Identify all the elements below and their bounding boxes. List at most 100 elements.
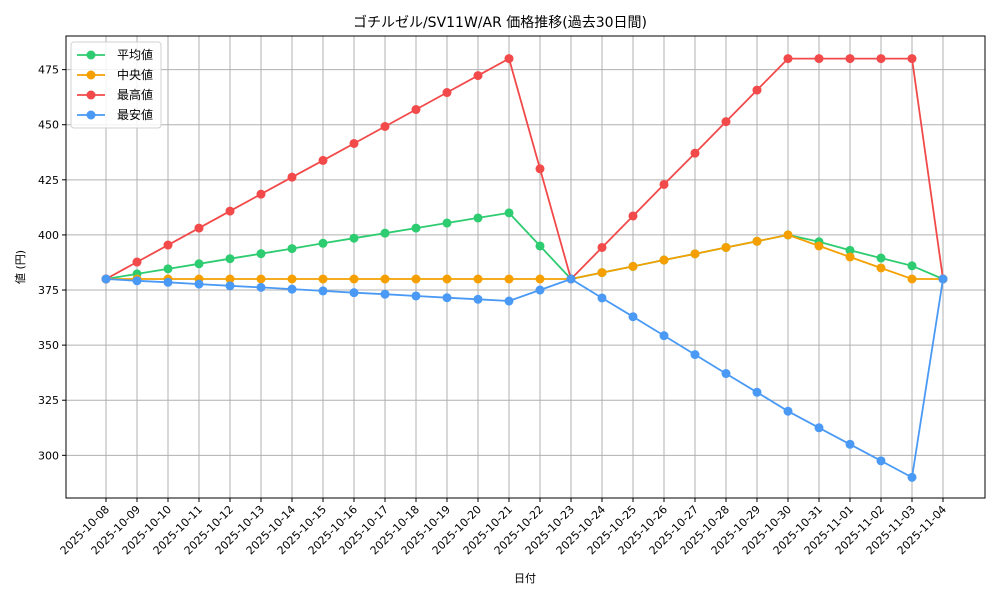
grid-lines <box>66 36 985 498</box>
data-point <box>256 282 266 292</box>
data-point <box>504 54 514 64</box>
y-tick-label: 400 <box>38 229 59 242</box>
data-point <box>163 277 173 287</box>
data-point <box>163 264 173 274</box>
data-point <box>194 259 204 269</box>
data-point <box>442 293 452 303</box>
data-point <box>721 117 731 127</box>
legend-label: 最高値 <box>117 87 153 102</box>
legend-label: 平均値 <box>117 47 153 62</box>
data-point <box>194 279 204 289</box>
series-line <box>105 57 944 281</box>
data-point <box>845 54 855 64</box>
x-axis: 2025-10-082025-10-092025-10-102025-10-11… <box>58 498 949 557</box>
legend-label: 中央値 <box>117 67 153 82</box>
data-point <box>690 350 700 360</box>
data-point <box>256 249 266 259</box>
legend-box <box>70 41 162 129</box>
data-point <box>907 472 917 482</box>
legend-item: 最高値 <box>77 87 153 102</box>
data-point <box>318 238 328 248</box>
data-point <box>287 244 297 254</box>
data-point <box>535 274 545 284</box>
y-axis: 300 325 350 375 400 425 450 475 <box>38 64 66 462</box>
data-point <box>225 206 235 216</box>
data-point <box>907 261 917 271</box>
data-point <box>876 263 886 273</box>
data-point <box>411 105 421 115</box>
series-lines <box>101 54 948 482</box>
data-point <box>783 54 793 64</box>
data-point <box>225 274 235 284</box>
data-point <box>845 252 855 262</box>
data-point <box>907 274 917 284</box>
data-point <box>566 274 576 284</box>
legend-item: 中央値 <box>77 67 153 82</box>
y-tick-label: 450 <box>38 119 59 132</box>
data-point <box>380 274 390 284</box>
data-point <box>597 293 607 303</box>
data-point <box>473 294 483 304</box>
data-point <box>597 242 607 252</box>
legend-label: 最安値 <box>117 107 153 122</box>
data-point <box>163 240 173 250</box>
data-point <box>349 233 359 243</box>
data-point <box>287 172 297 182</box>
data-point <box>783 230 793 240</box>
data-point <box>132 257 142 267</box>
data-point <box>380 228 390 238</box>
legend-marker-icon <box>86 50 96 60</box>
data-point <box>256 189 266 199</box>
data-point <box>442 274 452 284</box>
data-point <box>659 179 669 189</box>
y-tick-label: 350 <box>38 339 59 352</box>
data-point <box>752 85 762 95</box>
data-point <box>349 274 359 284</box>
legend-marker-icon <box>86 110 96 120</box>
data-point <box>256 274 266 284</box>
data-point <box>659 255 669 265</box>
data-point <box>442 218 452 228</box>
data-point <box>225 254 235 264</box>
data-point <box>814 241 824 251</box>
data-point <box>473 71 483 81</box>
data-point <box>504 274 514 284</box>
data-point <box>318 274 328 284</box>
chart-title: ゴチルゼル/SV11W/AR 価格推移(過去30日間) <box>352 15 648 31</box>
data-point <box>442 88 452 98</box>
data-point <box>721 242 731 252</box>
legend-marker-icon <box>86 90 96 100</box>
data-point <box>876 253 886 263</box>
data-point <box>194 223 204 233</box>
series-line <box>105 278 944 479</box>
data-point <box>411 223 421 233</box>
data-point <box>504 208 514 218</box>
data-point <box>876 54 886 64</box>
data-point <box>845 245 855 255</box>
data-point <box>690 249 700 259</box>
plot-frame <box>65 35 986 499</box>
legend-marker-icon <box>86 70 96 80</box>
data-point <box>380 121 390 131</box>
data-point <box>535 164 545 174</box>
data-point <box>411 274 421 284</box>
data-point <box>690 148 700 158</box>
data-point <box>380 289 390 299</box>
data-point <box>659 331 669 341</box>
data-point <box>752 236 762 246</box>
legend-item: 平均値 <box>77 47 153 62</box>
y-tick-label: 475 <box>38 64 59 77</box>
data-point <box>628 312 638 322</box>
data-point <box>504 296 514 306</box>
series-line <box>105 211 944 280</box>
data-point <box>783 406 793 416</box>
data-point <box>473 274 483 284</box>
series-line <box>106 233 943 280</box>
series-最高値 <box>101 54 948 284</box>
data-point <box>101 274 111 284</box>
y-tick-label: 325 <box>38 394 59 407</box>
data-point <box>814 54 824 64</box>
data-point <box>132 276 142 286</box>
